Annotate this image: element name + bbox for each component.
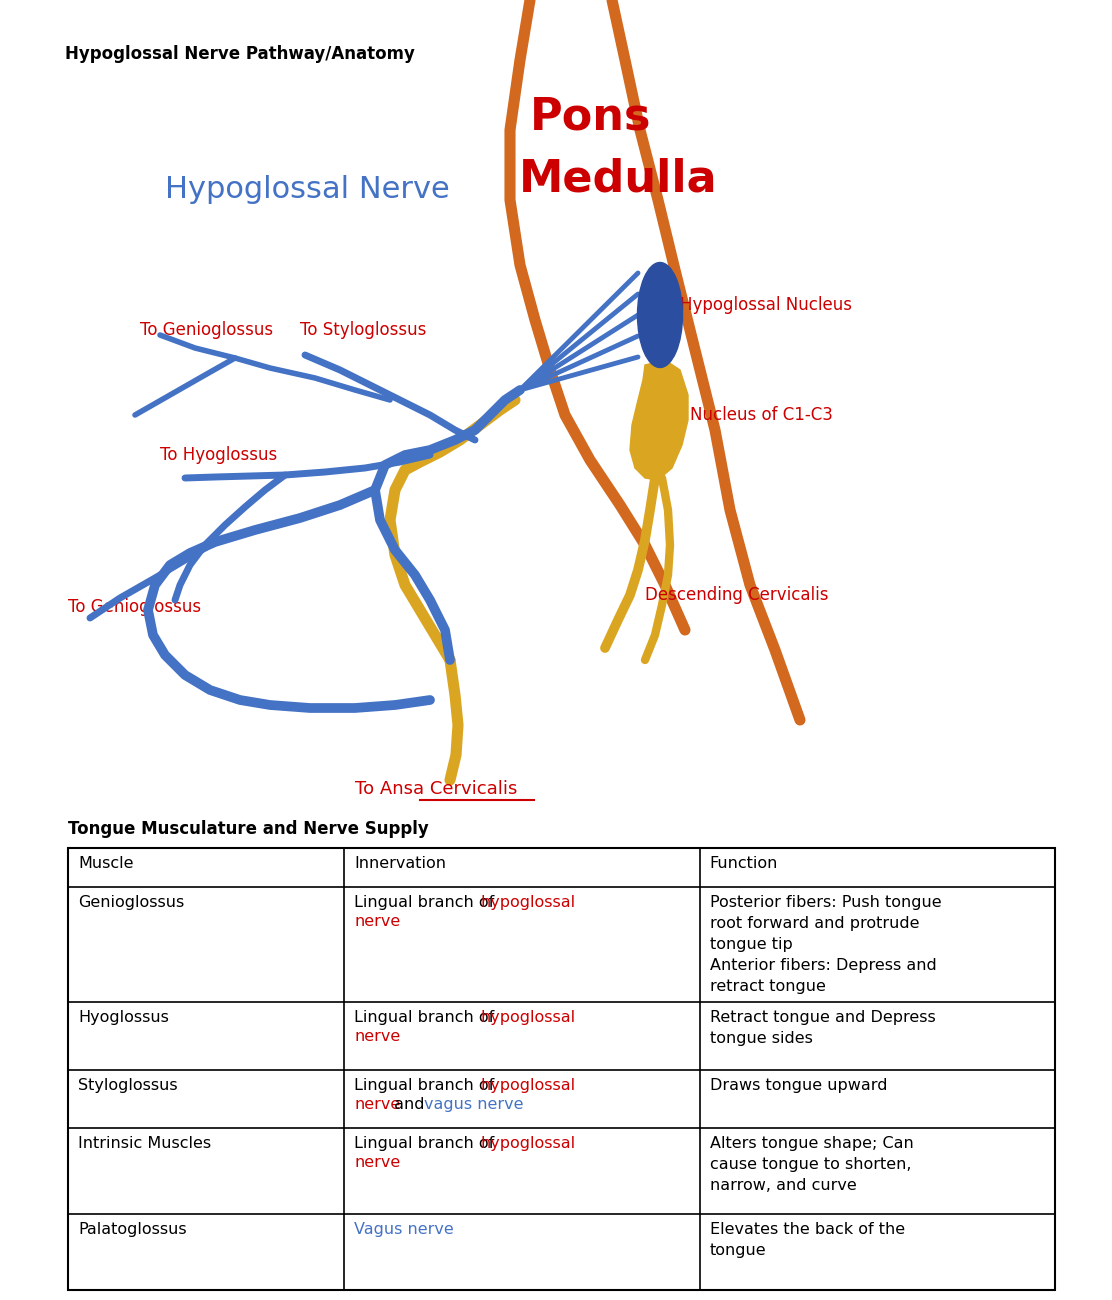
Polygon shape: [631, 360, 688, 480]
Text: Lingual branch of: Lingual branch of: [355, 1136, 499, 1150]
Text: hypoglossal: hypoglossal: [480, 1010, 576, 1026]
Text: Draws tongue upward: Draws tongue upward: [709, 1078, 887, 1093]
Text: To Styloglossus: To Styloglossus: [300, 321, 426, 339]
Text: nerve: nerve: [355, 1030, 400, 1044]
Text: and: and: [389, 1097, 430, 1113]
Text: Intrinsic Muscles: Intrinsic Muscles: [78, 1136, 211, 1150]
Text: Alters tongue shape; Can
cause tongue to shorten,
narrow, and curve: Alters tongue shape; Can cause tongue to…: [709, 1136, 913, 1193]
Text: Elevates the back of the
tongue: Elevates the back of the tongue: [709, 1222, 905, 1258]
Text: Genioglossus: Genioglossus: [78, 896, 185, 910]
Text: Tongue Musculature and Nerve Supply: Tongue Musculature and Nerve Supply: [68, 820, 429, 838]
Text: Lingual branch of: Lingual branch of: [355, 1078, 499, 1093]
Text: Hypoglossal Nerve: Hypoglossal Nerve: [165, 176, 449, 204]
Text: Vagus nerve: Vagus nerve: [355, 1222, 454, 1238]
Text: nerve: nerve: [355, 1097, 400, 1113]
Text: Pons: Pons: [530, 95, 652, 138]
Text: To Ansa Cervicalis: To Ansa Cervicalis: [355, 780, 517, 798]
Text: Retract tongue and Depress
tongue sides: Retract tongue and Depress tongue sides: [709, 1010, 935, 1046]
Text: Styloglossus: Styloglossus: [78, 1078, 178, 1093]
Text: Palatoglossus: Palatoglossus: [78, 1222, 187, 1238]
Text: hypoglossal: hypoglossal: [480, 1078, 576, 1093]
Text: Descending Cervicalis: Descending Cervicalis: [645, 586, 828, 605]
Text: nerve: nerve: [355, 914, 400, 930]
Text: To Genioglossus: To Genioglossus: [68, 598, 201, 616]
Text: Medulla: Medulla: [519, 159, 717, 202]
Text: nerve: nerve: [355, 1154, 400, 1170]
Text: Function: Function: [709, 855, 778, 871]
Text: Hyoglossus: Hyoglossus: [78, 1010, 169, 1026]
Text: Hypoglossal Nucleus: Hypoglossal Nucleus: [681, 296, 852, 315]
Text: Hypoglossal Nerve Pathway/Anatomy: Hypoglossal Nerve Pathway/Anatomy: [64, 46, 415, 62]
Text: Lingual branch of: Lingual branch of: [355, 896, 499, 910]
Text: vagus nerve: vagus nerve: [425, 1097, 524, 1113]
Text: Posterior fibers: Push tongue
root forward and protrude
tongue tip
Anterior fibe: Posterior fibers: Push tongue root forwa…: [709, 896, 941, 994]
Text: Nucleus of C1-C3: Nucleus of C1-C3: [691, 406, 833, 424]
Text: hypoglossal: hypoglossal: [480, 896, 576, 910]
Text: Lingual branch of: Lingual branch of: [355, 1010, 499, 1026]
Text: hypoglossal: hypoglossal: [480, 1136, 576, 1150]
Text: Innervation: Innervation: [355, 855, 446, 871]
Bar: [68, 848, 1055, 1290]
Text: To Genioglossus: To Genioglossus: [140, 321, 274, 339]
Text: To Hyoglossus: To Hyoglossus: [160, 446, 277, 464]
Ellipse shape: [637, 263, 683, 368]
Text: Muscle: Muscle: [78, 855, 133, 871]
